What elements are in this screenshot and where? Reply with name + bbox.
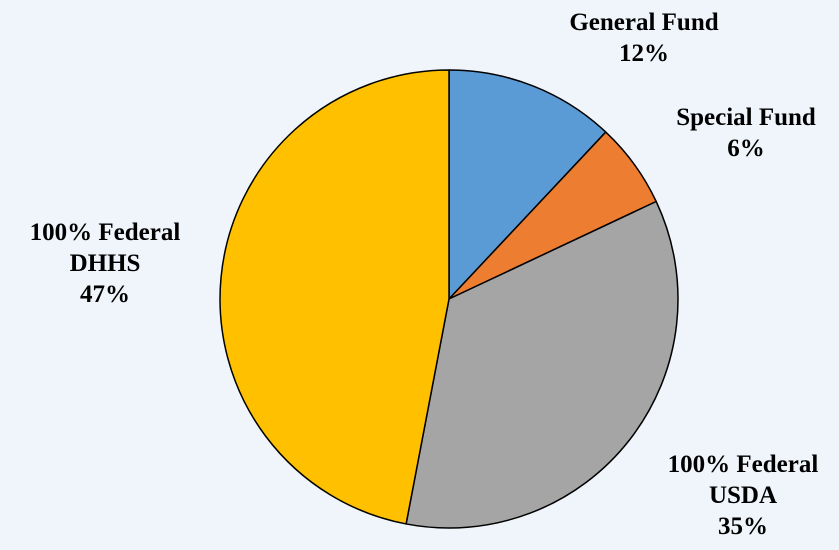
- slice-label-line: USDA: [709, 482, 777, 509]
- pie-slice-3: [219, 69, 450, 525]
- slice-label-line: Special Fund: [676, 104, 816, 131]
- slice-percent-label: 12%: [619, 40, 669, 67]
- pie-slice-2: [405, 200, 679, 529]
- slice-percent-label: 47%: [80, 281, 130, 308]
- slice-percent-label: 35%: [718, 513, 768, 540]
- slice-label-line: General Fund: [569, 9, 718, 36]
- slice-label-0: General Fund 12%: [569, 9, 718, 67]
- slice-percent-label: 6%: [727, 135, 765, 162]
- slice-label-line: 100% Federal: [30, 219, 181, 246]
- slice-label-2: 100% Federal USDA 35%: [668, 451, 819, 540]
- slice-label-3: 100% Federal DHHS 47%: [30, 219, 181, 308]
- slice-label-1: Special Fund 6%: [676, 104, 816, 162]
- slice-label-line: DHHS: [70, 250, 141, 277]
- pie-slice-0: [448, 69, 607, 300]
- slice-label-line: 100% Federal: [668, 451, 819, 478]
